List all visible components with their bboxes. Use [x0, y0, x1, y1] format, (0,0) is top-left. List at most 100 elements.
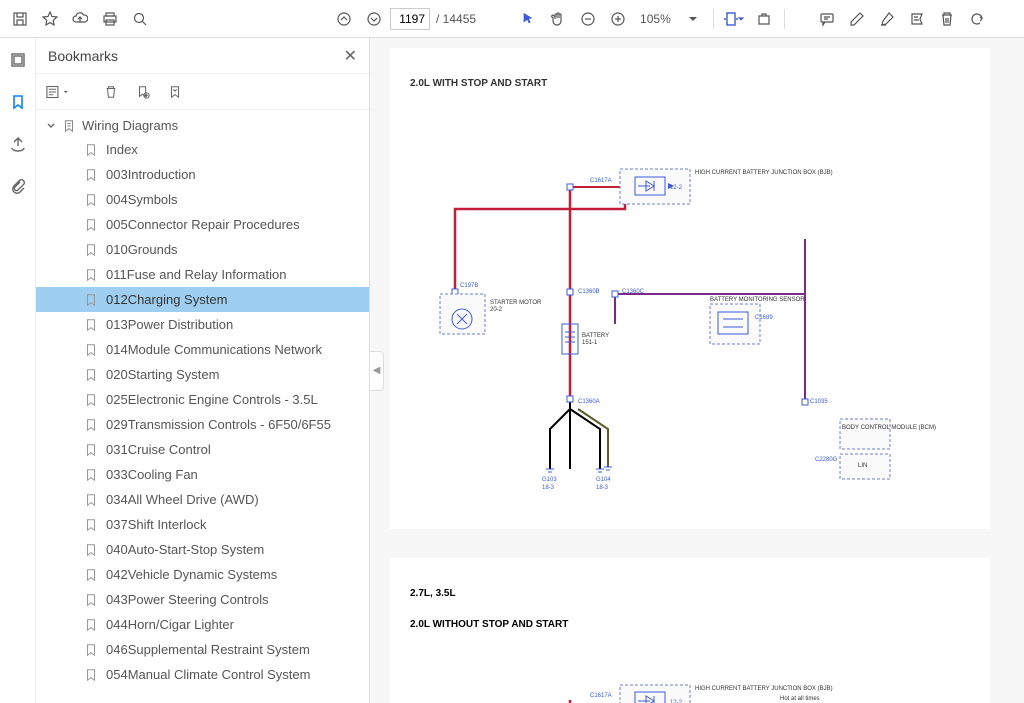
bookmark-item[interactable]: 033Cooling Fan	[36, 462, 369, 487]
page-number-input[interactable]	[390, 8, 430, 30]
bookmark-page-icon	[84, 518, 98, 532]
svg-text:BATTERY MONITORING SENSOR: BATTERY MONITORING SENSOR	[710, 297, 805, 303]
bookmark-page-icon	[84, 218, 98, 232]
bookmark-item[interactable]: 037Shift Interlock	[36, 512, 369, 537]
bookmark-page-icon	[84, 443, 98, 457]
bookmarks-panel: Bookmarks ✕ Wiring Diagrams Index003Intr…	[36, 38, 370, 703]
svg-text:20-2: 20-2	[490, 307, 503, 313]
bookmark-label: 011Fuse and Relay Information	[106, 267, 286, 282]
bookmark-item[interactable]: 003Introduction	[36, 162, 369, 187]
star-icon[interactable]	[36, 5, 64, 33]
pdf-page: 2.0L WITH STOP AND START	[390, 48, 990, 529]
thumbnails-icon[interactable]	[6, 48, 30, 72]
zoom-value[interactable]: 105%	[640, 12, 671, 26]
svg-text:C1035: C1035	[810, 399, 828, 405]
svg-text:Hot at all times: Hot at all times	[780, 696, 820, 702]
bookmark-item[interactable]: 044Horn/Cigar Lighter	[36, 612, 369, 637]
bookmark-label: 010Grounds	[106, 242, 178, 257]
bookmark-label: 025Electronic Engine Controls - 3.5L	[106, 392, 318, 407]
bookmark-item[interactable]: 011Fuse and Relay Information	[36, 262, 369, 287]
bookmark-page-icon	[84, 143, 98, 157]
delete-bookmark-icon[interactable]	[100, 81, 122, 103]
bookmark-item[interactable]: 046Supplemental Restraint System	[36, 637, 369, 662]
zoom-in-icon[interactable]	[604, 5, 632, 33]
bookmark-page-icon	[84, 643, 98, 657]
svg-text:C1360A: C1360A	[578, 399, 600, 405]
bookmark-label: 040Auto-Start-Stop System	[106, 542, 264, 557]
bookmark-item[interactable]: Index	[36, 137, 369, 162]
cloud-upload-icon[interactable]	[66, 5, 94, 33]
bookmark-item[interactable]: 004Symbols	[36, 187, 369, 212]
svg-text:HIGH CURRENT BATTERY JUNCTION: HIGH CURRENT BATTERY JUNCTION BOX (BJB)	[695, 686, 833, 692]
tree-root-label: Wiring Diagrams	[82, 118, 178, 133]
bookmark-item[interactable]: 043Power Steering Controls	[36, 587, 369, 612]
save-icon[interactable]	[6, 5, 34, 33]
bookmark-item[interactable]: 040Auto-Start-Stop System	[36, 537, 369, 562]
options-icon[interactable]	[46, 81, 68, 103]
bookmark-item[interactable]: 014Module Communications Network	[36, 337, 369, 362]
page-heading-2a: 2.7L, 3.5L	[410, 588, 970, 599]
collapse-panel-icon[interactable]: ◀	[370, 351, 384, 391]
bookmark-item[interactable]: 031Cruise Control	[36, 437, 369, 462]
highlight-icon[interactable]	[873, 5, 901, 33]
pencil-icon[interactable]	[843, 5, 871, 33]
comment-icon[interactable]	[813, 5, 841, 33]
bookmark-label: 054Manual Climate Control System	[106, 667, 310, 682]
bookmarks-icon[interactable]	[6, 90, 30, 114]
svg-text:G104: G104	[596, 477, 611, 483]
bookmark-tree[interactable]: Wiring Diagrams Index 003Introduction004S…	[36, 110, 369, 703]
bookmark-label: 042Vehicle Dynamic Systems	[106, 567, 277, 582]
redo-icon[interactable]	[963, 5, 991, 33]
bookmark-page-icon	[84, 293, 98, 307]
bookmark-page-icon	[84, 618, 98, 632]
svg-text:C197B: C197B	[460, 283, 478, 289]
bookmark-item[interactable]: 042Vehicle Dynamic Systems	[36, 562, 369, 587]
page-up-icon[interactable]	[330, 5, 358, 33]
document-viewport[interactable]: ◀ 2.0L WITH STOP AND START	[370, 38, 1024, 703]
svg-text:12-2: 12-2	[670, 185, 683, 191]
bookmark-label: Index	[106, 142, 138, 157]
pointer-tool-icon[interactable]	[514, 5, 542, 33]
hand-tool-icon[interactable]	[544, 5, 572, 33]
bookmark-label: 013Power Distribution	[106, 317, 233, 332]
bookmark-label: 033Cooling Fan	[106, 467, 198, 482]
bookmark-page-icon	[84, 393, 98, 407]
svg-text:LIN: LIN	[858, 463, 867, 469]
layers-icon[interactable]	[6, 132, 30, 156]
bookmark-item[interactable]: 012Charging System	[36, 287, 369, 312]
page-total-label: / 14455	[436, 12, 476, 26]
bookmark-item[interactable]: 010Grounds	[36, 237, 369, 262]
bookmark-page-icon	[84, 268, 98, 282]
attachments-icon[interactable]	[6, 174, 30, 198]
bookmark-item[interactable]: 020Starting System	[36, 362, 369, 387]
bookmark-item[interactable]: 034All Wheel Drive (AWD)	[36, 487, 369, 512]
bookmark-item[interactable]: 029Transmission Controls - 6F50/6F55	[36, 412, 369, 437]
svg-text:BATTERY: BATTERY	[582, 333, 609, 339]
bookmark-label: 043Power Steering Controls	[106, 592, 269, 607]
page-down-icon[interactable]	[360, 5, 388, 33]
bookmark-item[interactable]: 005Connector Repair Procedures	[36, 212, 369, 237]
bookmark-label: 037Shift Interlock	[106, 517, 206, 532]
new-bookmark-icon[interactable]	[132, 81, 154, 103]
bookmark-label: 020Starting System	[106, 367, 219, 382]
expand-bookmark-icon[interactable]	[164, 81, 186, 103]
close-panel-icon[interactable]: ✕	[344, 46, 357, 66]
delete-icon[interactable]	[933, 5, 961, 33]
fit-width-icon[interactable]	[720, 5, 748, 33]
bookmark-label: 046Supplemental Restraint System	[106, 642, 310, 657]
bookmark-item[interactable]: 025Electronic Engine Controls - 3.5L	[36, 387, 369, 412]
bookmark-item[interactable]: 054Manual Climate Control System	[36, 662, 369, 687]
svg-text:C1360B: C1360B	[578, 289, 600, 295]
print-icon[interactable]	[96, 5, 124, 33]
bookmark-item[interactable]: 013Power Distribution	[36, 312, 369, 337]
bookmark-page-icon	[84, 193, 98, 207]
chevron-down-icon	[46, 121, 56, 131]
rotate-icon[interactable]	[750, 5, 778, 33]
stamp-icon[interactable]	[903, 5, 931, 33]
search-icon[interactable]	[126, 5, 154, 33]
page-heading: 2.0L WITH STOP AND START	[410, 78, 970, 89]
bookmark-label: 029Transmission Controls - 6F50/6F55	[106, 417, 331, 432]
zoom-dropdown-icon[interactable]	[679, 5, 707, 33]
tree-root[interactable]: Wiring Diagrams	[36, 114, 369, 137]
zoom-out-icon[interactable]	[574, 5, 602, 33]
